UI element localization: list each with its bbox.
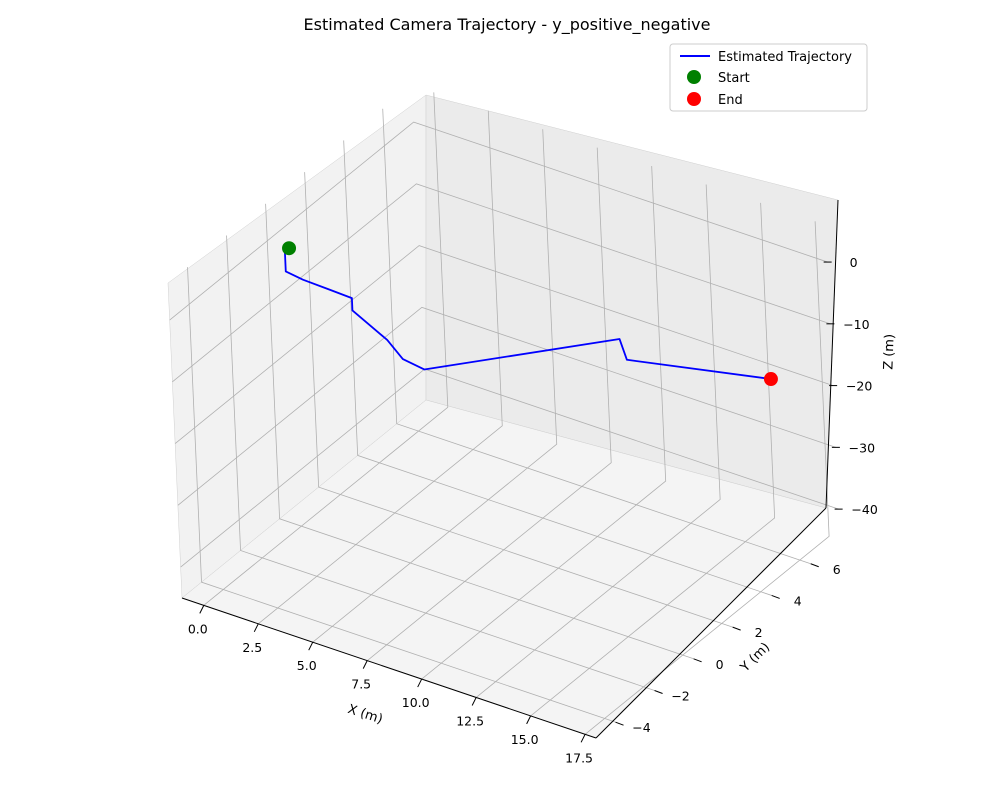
y-tick-label: 4 [794, 593, 802, 608]
z-grid-line [174, 245, 834, 444]
z-tick-label: −40 [851, 502, 877, 517]
legend-end-swatch [687, 92, 701, 106]
y-grid-line [265, 203, 694, 660]
end-marker [763, 372, 778, 387]
x-grid-line [366, 147, 612, 661]
y-axis-line [595, 507, 827, 739]
x-tick-label: 5.0 [297, 658, 317, 673]
ticks: 0.02.55.07.510.012.515.017.5−4−202460−10… [188, 255, 878, 765]
x-tick-label: 10.0 [402, 695, 430, 710]
z-tick-label: 0 [850, 255, 858, 270]
y-grid-line [304, 172, 733, 628]
legend-start-swatch [687, 70, 701, 84]
x-grid-line [258, 110, 503, 625]
y-tick-mark [771, 594, 780, 599]
x-tick-mark [580, 734, 586, 743]
x-axis-line [181, 597, 597, 739]
chart-title: Estimated Camera Trajectory - y_positive… [304, 15, 711, 35]
x-tick-mark [199, 605, 205, 614]
trajectory-line [284, 247, 772, 380]
z-tick-label: −10 [843, 317, 869, 332]
y-tick-mark [654, 690, 663, 694]
legend: Estimated Trajectory Start End [669, 43, 868, 112]
x-tick-label: 12.5 [456, 713, 484, 728]
z-grid-line [172, 183, 831, 383]
x-tick-label: 17.5 [565, 750, 593, 765]
x-grid-line [584, 221, 830, 735]
y-tick-label: −2 [671, 688, 689, 703]
y-tick-mark [732, 626, 741, 631]
z-axis-label: Z (m) [881, 334, 897, 370]
legend-label-trajectory: Estimated Trajectory [718, 50, 852, 65]
x-grid-line [203, 92, 449, 606]
x-tick-mark [471, 697, 477, 706]
start-marker [282, 241, 297, 256]
z-grid-line [169, 121, 828, 321]
x-tick-mark [526, 715, 532, 725]
x-grid-line [475, 184, 721, 698]
x-grid-line [421, 166, 667, 680]
x-axis-label: X (m) [346, 702, 385, 727]
y-tick-mark [810, 563, 819, 568]
x-grid-line [312, 129, 558, 643]
grid-lines [169, 92, 839, 735]
z-tick-label: −20 [846, 379, 872, 394]
y-axis-label: Y (m) [737, 640, 773, 676]
z-grid-line [177, 306, 837, 506]
x-tick-mark [362, 660, 368, 669]
y-tick-label: −4 [632, 720, 650, 735]
y-grid-line [343, 140, 772, 596]
legend-label-start: Start [718, 71, 750, 86]
y-tick-mark [615, 721, 624, 726]
y-grid-line [187, 267, 616, 723]
x-grid-line [530, 202, 776, 717]
z-axis-line [825, 199, 839, 509]
x-tick-mark [417, 678, 423, 688]
x-tick-label: 15.0 [511, 732, 539, 747]
legend-label-end: End [718, 93, 743, 108]
x-tick-mark [253, 623, 259, 633]
y-tick-label: 6 [833, 562, 841, 577]
y-grid-line [382, 108, 811, 565]
x-tick-label: 2.5 [242, 640, 262, 655]
series-layer [282, 241, 778, 387]
z-tick-label: −30 [849, 440, 875, 455]
x-tick-label: 7.5 [351, 677, 371, 692]
x-tick-label: 0.0 [188, 621, 208, 636]
y-tick-label: 0 [716, 657, 724, 672]
y-tick-label: 2 [755, 625, 763, 640]
legend-box [669, 43, 868, 112]
x-tick-mark [308, 641, 314, 651]
y-grid-line [226, 235, 655, 691]
y-tick-mark [693, 658, 702, 663]
